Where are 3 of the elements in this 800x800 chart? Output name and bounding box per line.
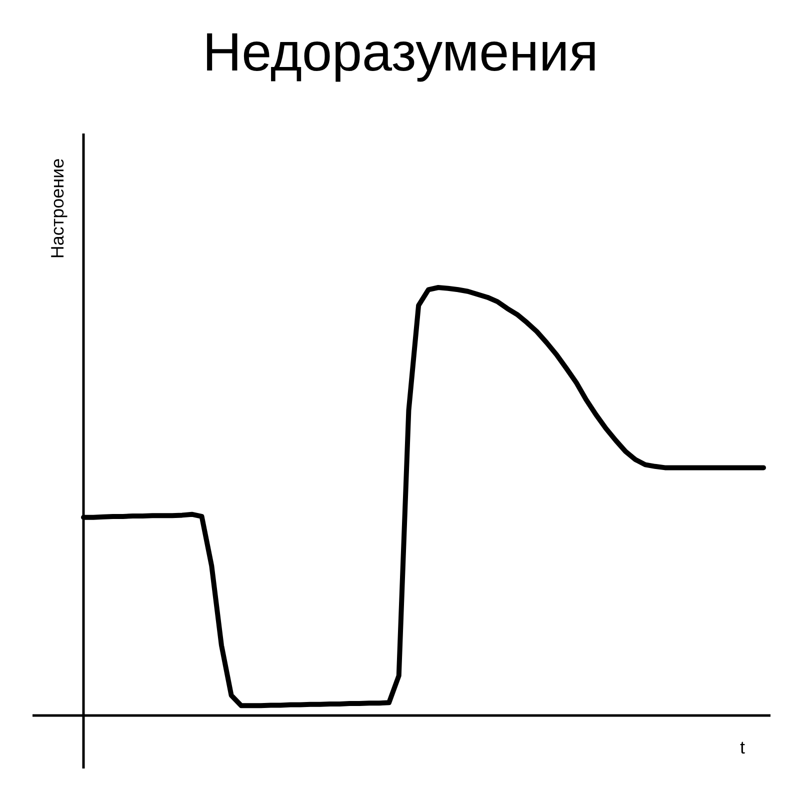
chart-title: Недоразумения <box>202 22 598 82</box>
x-axis-title: t <box>740 738 746 758</box>
y-axis-title: Настроение <box>48 158 68 259</box>
